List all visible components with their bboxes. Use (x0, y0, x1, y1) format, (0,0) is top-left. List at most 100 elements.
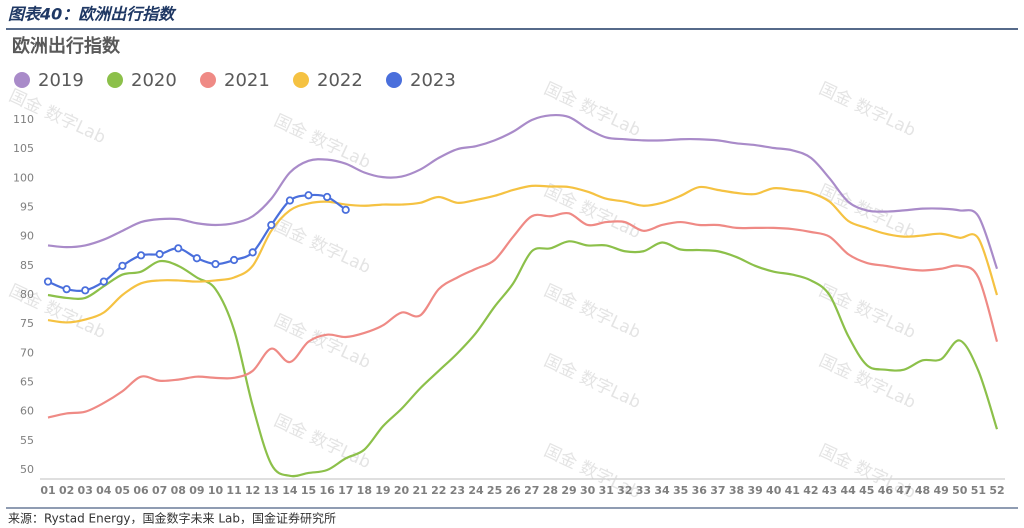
x-tick-label: 15 (301, 484, 316, 497)
x-tick-label: 52 (989, 484, 1004, 497)
x-tick-label: 47 (896, 484, 911, 497)
point (81, 286, 90, 295)
legend-label: 2021 (224, 70, 270, 91)
point (118, 261, 127, 270)
y-tick-label: 70 (20, 346, 34, 359)
legend-swatch (14, 72, 30, 88)
y-tick-label: 90 (20, 230, 34, 243)
x-tick-label: 08 (171, 484, 186, 497)
x-tick-label: 07 (152, 484, 167, 497)
x-tick-label: 18 (357, 484, 372, 497)
x-tick-label: 20 (394, 484, 410, 497)
x-tick-label: 25 (487, 484, 502, 497)
x-tick-label: 28 (543, 484, 558, 497)
x-tick-label: 19 (375, 484, 390, 497)
legend-label: 2020 (131, 70, 177, 91)
watermark: 国金 数字Lab (271, 111, 374, 173)
point (136, 251, 146, 260)
x-tick-label: 05 (115, 484, 130, 497)
legend-swatch (386, 72, 402, 88)
x-tick-label: 13 (264, 484, 279, 497)
x-tick-label: 50 (952, 484, 968, 497)
y-tick-label: 105 (13, 142, 34, 155)
y-tick-label: 75 (20, 317, 34, 330)
point (285, 196, 295, 205)
point (192, 254, 201, 263)
point (174, 244, 183, 253)
x-tick-label: 32 (617, 484, 632, 497)
point (341, 205, 350, 214)
watermark: 国金 数字Lab (816, 79, 919, 141)
x-tick-label: 51 (971, 484, 986, 497)
point (323, 192, 332, 202)
x-tick-label: 17 (338, 484, 353, 497)
x-tick-label: 21 (413, 484, 428, 497)
watermark: 国金 数字Lab (541, 351, 644, 413)
x-tick-label: 49 (934, 484, 949, 497)
x-tick-label: 31 (599, 484, 614, 497)
watermark: 国金 数字Lab (271, 216, 374, 278)
x-tick-label: 04 (96, 484, 112, 497)
watermark: 国金 数字Lab (271, 311, 374, 373)
legend-label: 2023 (410, 70, 456, 91)
y-tick-label: 60 (20, 405, 34, 418)
x-tick-label: 03 (78, 484, 93, 497)
y-tick-label: 55 (20, 434, 34, 447)
y-tick-label: 80 (20, 288, 34, 301)
source: 来源：Rystad Energy，国金数字未来 Lab，国金证券研究所 (8, 511, 336, 526)
legend-label: 2022 (317, 70, 363, 91)
point (229, 255, 239, 265)
x-tick-label: 33 (636, 484, 651, 497)
point (248, 248, 257, 257)
chart-title: 欧洲出行指数 (12, 35, 121, 57)
series-line (47, 240, 999, 478)
x-tick-label: 45 (859, 484, 874, 497)
x-tick-label: 14 (282, 484, 298, 497)
x-tick-label: 29 (561, 484, 576, 497)
x-tick-label: 36 (692, 484, 708, 497)
x-tick-label: 43 (822, 484, 837, 497)
x-tick-label: 35 (673, 484, 688, 497)
point (62, 285, 71, 294)
watermark: 国金 数字Lab (816, 281, 919, 343)
y-tick-label: 100 (13, 171, 34, 184)
x-tick-label: 38 (729, 484, 744, 497)
legend-swatch (293, 72, 309, 88)
x-tick-label: 10 (208, 484, 224, 497)
x-tick-label: 02 (59, 484, 74, 497)
x-tick-label: 37 (710, 484, 725, 497)
x-tick-label: 42 (803, 484, 818, 497)
legend-label: 2019 (38, 70, 84, 91)
x-tick-label: 41 (785, 484, 800, 497)
point (99, 277, 108, 286)
y-tick-label: 85 (20, 259, 34, 272)
x-tick-label: 30 (580, 484, 596, 497)
series-line (47, 113, 999, 270)
point (43, 277, 53, 286)
legend-swatch (200, 72, 216, 88)
legend-swatch (107, 72, 123, 88)
x-tick-label: 16 (319, 484, 335, 497)
x-tick-label: 12 (245, 484, 260, 497)
x-tick-label: 34 (654, 484, 670, 497)
x-tick-label: 46 (878, 484, 894, 497)
point (155, 250, 164, 259)
y-tick-label: 50 (20, 463, 34, 476)
x-tick-label: 24 (468, 484, 484, 497)
point (267, 220, 276, 230)
y-tick-label: 95 (20, 200, 34, 213)
x-tick-label: 40 (766, 484, 782, 497)
x-tick-label: 22 (431, 484, 446, 497)
x-tick-label: 44 (840, 484, 856, 497)
x-tick-label: 11 (226, 484, 241, 497)
header: 图表40：欧洲出行指数 (8, 5, 177, 24)
y-tick-label: 110 (13, 113, 34, 126)
x-tick-label: 06 (133, 484, 149, 497)
x-tick-label: 09 (189, 484, 204, 497)
watermark: 国金 数字Lab (541, 181, 644, 243)
x-tick-label: 48 (915, 484, 930, 497)
x-tick-label: 27 (524, 484, 539, 497)
watermark: 国金 数字Lab (541, 281, 644, 343)
series-line (47, 211, 999, 419)
